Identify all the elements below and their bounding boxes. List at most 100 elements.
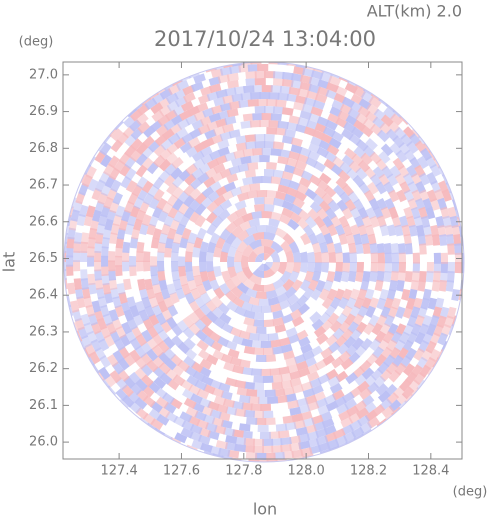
echo-cell [235, 135, 248, 144]
echo-cell [259, 155, 270, 163]
echo-cell [94, 241, 103, 253]
echo-cell [234, 408, 246, 417]
echo-cell [88, 282, 97, 295]
echo-cell [273, 197, 285, 207]
echo-cell [200, 196, 213, 209]
echo-cell [158, 232, 168, 245]
echo-cell [185, 270, 195, 282]
echo-cell [79, 250, 88, 262]
echo-cell [391, 252, 400, 264]
echo-cell [68, 304, 74, 316]
echo-cell [255, 224, 268, 233]
y-tick-label: 26.7 [29, 178, 58, 193]
echo-cell [390, 243, 399, 255]
echo-cell [242, 113, 255, 122]
echo-cell [253, 203, 265, 212]
echo-cell [314, 93, 328, 104]
echo-cell [224, 115, 237, 126]
echo-cell [229, 326, 242, 338]
echo-cell [286, 93, 299, 103]
echo-cell [249, 183, 261, 192]
echo-cell [236, 240, 248, 254]
echo-cell [391, 262, 400, 273]
echo-cell [228, 129, 241, 139]
echo-cell [199, 270, 209, 283]
echo-cell [242, 278, 256, 290]
echo-cell [141, 97, 152, 106]
echo-cell [174, 432, 188, 444]
echo-cell [301, 103, 315, 114]
echo-cell [374, 279, 384, 292]
altitude-label: ALT(km) 2.0 [367, 2, 462, 21]
echo-cell [416, 379, 425, 390]
echo-cell [285, 250, 295, 263]
echo-cell [274, 323, 287, 333]
echo-cell [206, 120, 219, 131]
echo-cell [160, 287, 171, 300]
echo-cell [265, 354, 277, 362]
echo-cell [107, 260, 116, 272]
echo-cell [146, 287, 156, 300]
echo-cell [213, 126, 226, 136]
echo-cell [326, 242, 336, 254]
echo-cell [177, 256, 186, 267]
echo-cell [365, 305, 376, 318]
echo-cell [208, 83, 222, 94]
echo-cell [277, 262, 287, 275]
echo-cell [129, 305, 140, 318]
echo-cell [202, 137, 215, 149]
echo-cell [273, 451, 285, 460]
echo-cell [156, 197, 168, 211]
echo-cell [413, 297, 423, 310]
echo-cell [234, 379, 246, 389]
echo-cell [287, 400, 300, 409]
echo-cell [433, 262, 442, 274]
echo-cell [255, 354, 267, 363]
y-tick-label: 26.9 [29, 104, 58, 119]
echo-cell [179, 411, 193, 423]
echo-cell [341, 305, 353, 318]
echo-cell [395, 149, 408, 163]
echo-cell [176, 320, 189, 333]
echo-cell [369, 338, 382, 352]
echo-cell [377, 262, 385, 273]
echo-cell [297, 117, 310, 127]
echo-cell [102, 227, 112, 240]
echo-cell [80, 232, 90, 245]
echo-cell [98, 366, 111, 380]
echo-cell [73, 322, 79, 334]
echo-cell [199, 241, 209, 253]
echo-cell [184, 261, 193, 272]
echo-cell [256, 190, 268, 198]
echo-cell [109, 370, 122, 384]
echo-cell [354, 373, 368, 386]
echo-cell [432, 357, 440, 368]
echo-cell [94, 250, 102, 262]
echo-cell [232, 400, 244, 410]
echo-cell [309, 201, 323, 214]
echo-cell [255, 417, 267, 426]
echo-cell [417, 279, 426, 292]
echo-cell [218, 447, 231, 457]
echo-cell [236, 282, 249, 294]
echo-cell [164, 83, 175, 91]
echo-cell [161, 308, 173, 322]
echo-cell [367, 181, 379, 195]
echo-cell [79, 339, 87, 350]
echo-cell [102, 378, 111, 389]
echo-cell [342, 224, 353, 237]
echo-cell [427, 297, 438, 310]
echo-cell [277, 184, 290, 194]
echo-cell [215, 440, 229, 450]
echo-cell [115, 255, 123, 267]
echo-cell [253, 375, 264, 383]
echo-cell [284, 193, 297, 204]
echo-cell [311, 242, 322, 254]
x-tick-label: 128.0 [288, 464, 325, 479]
echo-cell [217, 146, 230, 157]
echo-cell [345, 372, 358, 385]
echo-cell [273, 169, 285, 179]
echo-cell [257, 396, 269, 405]
echo-cell [360, 233, 370, 246]
echo-cell [289, 406, 302, 416]
